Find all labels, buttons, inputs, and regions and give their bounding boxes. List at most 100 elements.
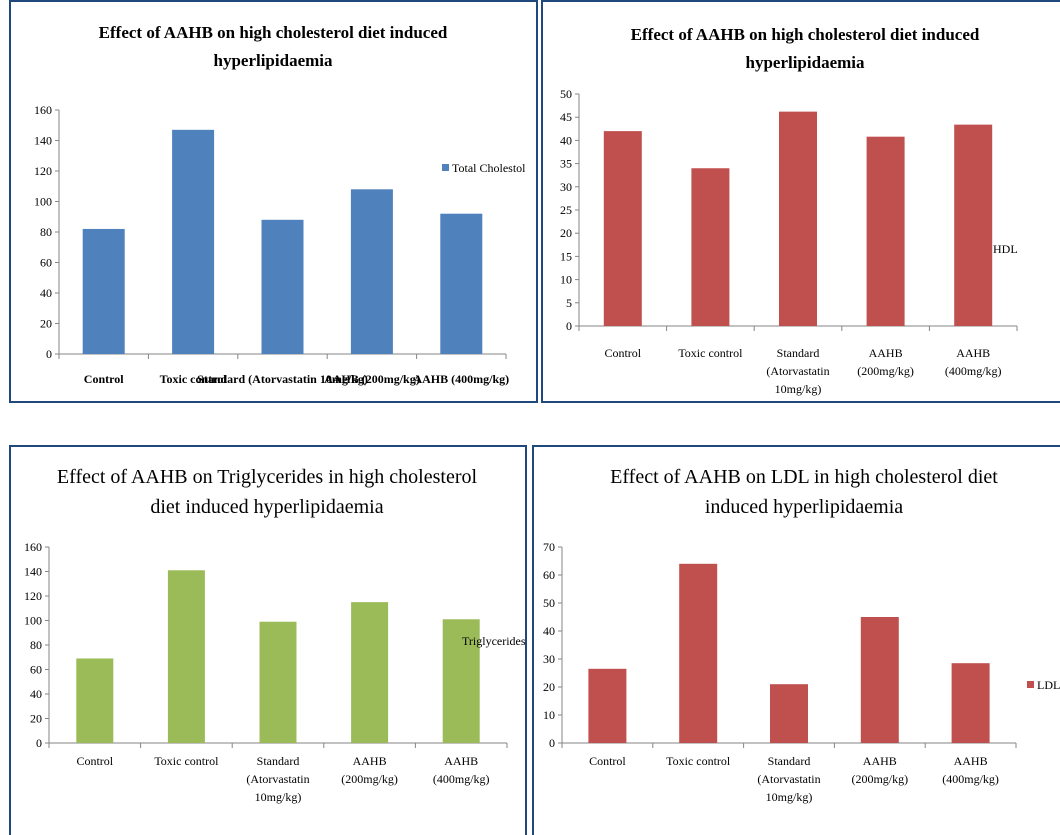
bar-standard: [259, 621, 297, 743]
y-tick-label: 70: [543, 540, 555, 554]
chart-svg-ldl: Effect of AAHB on LDL in high cholestero…: [543, 466, 1060, 804]
x-category-label: Toxic control: [666, 754, 731, 768]
chart-title-line: Effect of AAHB on Triglycerides in high …: [57, 466, 478, 488]
y-tick-label: 20: [560, 226, 572, 240]
bar-control: [76, 658, 114, 743]
y-tick-label: 25: [560, 203, 572, 217]
chart-svg-triglycerides: Effect of AAHB on Triglycerides in high …: [24, 466, 526, 804]
bar-control: [588, 668, 627, 743]
x-category-label: Toxic control: [154, 754, 219, 768]
y-tick-label: 30: [543, 652, 555, 666]
x-category-label: AAHB: [954, 754, 988, 768]
x-category-label: (Atorvastatin: [246, 772, 309, 786]
bar-aahb: [866, 136, 905, 326]
y-tick-label: 10: [543, 708, 555, 722]
x-category-label: Control: [76, 754, 113, 768]
y-tick-label: 160: [34, 103, 52, 117]
y-tick-label: 60: [543, 568, 555, 582]
x-category-label: 10mg/kg): [766, 790, 813, 804]
chart-svg-hdl: Effect of AAHB on high cholesterol diet …: [560, 25, 1018, 396]
x-category-label: Standard: [768, 754, 811, 768]
y-tick-label: 80: [40, 225, 52, 239]
legend-swatch: [442, 164, 449, 171]
y-tick-label: 140: [34, 134, 52, 148]
legend-swatch: [1027, 681, 1034, 688]
bar-aahb: [442, 619, 480, 743]
bar-aahb: [954, 124, 993, 327]
x-category-label: (400mg/kg): [945, 364, 1002, 378]
legend-swatch: [983, 245, 990, 252]
chart-panel-ldl: Effect of AAHB on LDL in high cholestero…: [532, 445, 1060, 835]
bar-toxic-control: [167, 570, 205, 743]
legend-label: Triglycerides: [462, 634, 526, 648]
x-category-label: AAHB: [353, 754, 387, 768]
x-category-label: 10mg/kg): [255, 790, 302, 804]
chart-title-line: Effect of AAHB on high cholesterol diet …: [631, 25, 980, 44]
bar-toxic-control: [679, 563, 718, 743]
bar-toxic-control: [691, 168, 730, 326]
x-category-label: AAHB: [956, 346, 990, 360]
bar-aahb: [951, 663, 990, 743]
y-tick-label: 20: [543, 680, 555, 694]
bar-standard: [779, 111, 817, 327]
y-tick-label: 100: [34, 195, 52, 209]
legend-label: LDL: [1037, 678, 1060, 692]
x-category-label: AAHB: [444, 754, 478, 768]
chart-title-line: Effect of AAHB on LDL in high cholestero…: [610, 466, 998, 488]
x-category-label: (400mg/kg): [433, 772, 490, 786]
y-tick-label: 10: [560, 273, 572, 287]
y-tick-label: 60: [30, 663, 42, 677]
legend-swatch: [452, 637, 459, 644]
x-category-label: (200mg/kg): [851, 772, 908, 786]
y-tick-label: 35: [560, 157, 572, 171]
y-tick-label: 40: [560, 133, 572, 147]
chart-title-line: hyperlipidaemia: [213, 51, 333, 70]
y-tick-label: 80: [30, 638, 42, 652]
chart-panel-triglycerides: Effect of AAHB on Triglycerides in high …: [9, 445, 527, 835]
y-tick-label: 120: [34, 164, 52, 178]
legend-label: Total Cholestol: [452, 161, 526, 175]
y-tick-label: 15: [560, 249, 572, 263]
x-category-label: Control: [84, 372, 124, 386]
bar-aahb: [351, 602, 389, 743]
x-category-label: AAHB (200mg/kg): [324, 372, 420, 386]
x-category-label: AAHB: [869, 346, 903, 360]
y-tick-label: 100: [24, 614, 42, 628]
y-tick-label: 5: [566, 296, 572, 310]
chart-panel-total-cholesterol: Effect of AAHB on high cholesterol diet …: [9, 0, 538, 403]
x-category-label: (Atorvastatin: [757, 772, 820, 786]
x-category-label: Standard: [257, 754, 300, 768]
y-tick-label: 20: [30, 712, 42, 726]
bar-standard: [770, 684, 808, 743]
y-tick-label: 45: [560, 110, 572, 124]
chart-title-line: diet induced hyperlipidaemia: [150, 496, 383, 518]
y-tick-label: 120: [24, 589, 42, 603]
y-tick-label: 60: [40, 256, 52, 270]
y-tick-label: 0: [46, 347, 52, 361]
chart-title-line: hyperlipidaemia: [745, 53, 865, 72]
x-category-label: AAHB (400mg/kg): [413, 372, 509, 386]
y-tick-label: 0: [566, 319, 572, 333]
x-category-label: Standard (Atorvastatin 10mg/kg): [197, 372, 368, 386]
x-category-label: Toxic control: [678, 346, 743, 360]
y-tick-label: 40: [543, 624, 555, 638]
y-tick-label: 30: [560, 180, 572, 194]
y-tick-label: 40: [30, 687, 42, 701]
bar-control: [603, 131, 642, 326]
y-tick-label: 160: [24, 540, 42, 554]
y-tick-label: 0: [36, 736, 42, 750]
y-tick-label: 40: [40, 286, 52, 300]
bar-standard-atorvastatin-10mg-kg: [261, 219, 304, 354]
chart-title-line: induced hyperlipidaemia: [705, 496, 903, 518]
chart-svg-total-cholesterol: Effect of AAHB on high cholesterol diet …: [34, 23, 526, 386]
legend-label: HDL: [993, 242, 1018, 256]
x-category-label: 10mg/kg): [775, 382, 822, 396]
x-category-label: (200mg/kg): [341, 772, 398, 786]
bar-aahb-200mg-kg: [350, 189, 393, 354]
bar-control: [82, 228, 125, 354]
x-category-label: Toxic control: [160, 372, 228, 386]
y-tick-label: 0: [549, 736, 555, 750]
y-tick-label: 50: [560, 87, 572, 101]
x-category-label: (400mg/kg): [942, 772, 999, 786]
x-category-label: (Atorvastatin: [766, 364, 829, 378]
